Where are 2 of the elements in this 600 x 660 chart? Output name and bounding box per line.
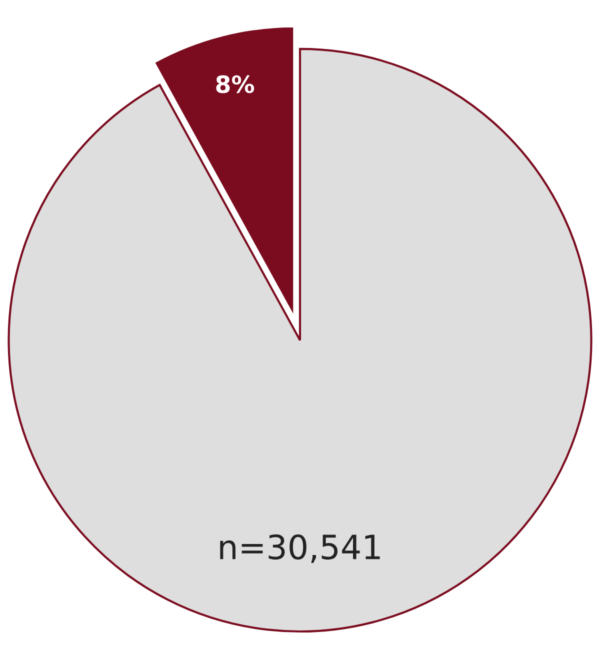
text: n=30,541: [220, 534, 380, 563]
data-label: 8%: [216, 75, 254, 94]
